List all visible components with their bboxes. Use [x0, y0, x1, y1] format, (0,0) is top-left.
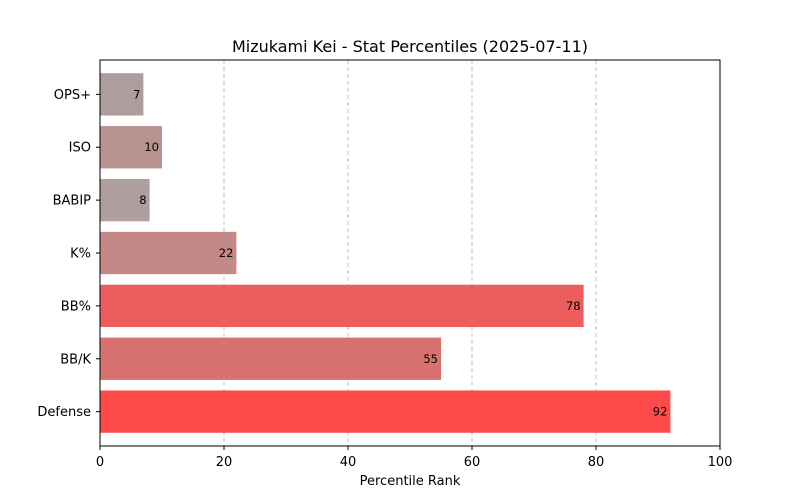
y-tick-label: OPS+	[54, 88, 91, 103]
bar-Defense	[100, 390, 671, 433]
bar-OPS+	[100, 73, 144, 116]
x-tick-label: 100	[708, 455, 733, 470]
x-tick-label: 40	[340, 455, 357, 470]
data-label-BABIP: 8	[139, 193, 146, 207]
data-label-BB%: 78	[566, 299, 581, 313]
chart-title: Mizukami Kei - Stat Percentiles (2025-07…	[232, 37, 588, 56]
data-label-ISO: 10	[144, 140, 159, 154]
plot-frame	[99, 59, 721, 447]
y-tick-label: BB%	[61, 299, 91, 314]
bar-BB/K	[100, 337, 441, 380]
y-tick-label: BB/K	[60, 352, 91, 367]
x-gridlines	[223, 60, 597, 446]
y-tick-label: ISO	[69, 141, 91, 156]
data-label-OPS+: 7	[133, 87, 140, 101]
x-tick-label: 80	[588, 455, 605, 470]
bar-ISO	[100, 126, 162, 169]
x-ticks: 0 20 40 60 80 100	[96, 446, 733, 470]
y-tick-label: K%	[70, 247, 91, 262]
data-label-K%: 22	[219, 246, 234, 260]
bar-BABIP	[100, 178, 150, 222]
bar-K%	[100, 231, 237, 275]
data-labels: 7 10 8 22 78 55 92	[133, 87, 667, 418]
y-tick-labels: OPS+ ISO BABIP K% BB% BB/K Defense	[37, 88, 100, 420]
y-tick-label: BABIP	[53, 194, 92, 209]
data-label-BB/K: 55	[423, 352, 438, 366]
x-axis-label: Percentile Rank	[360, 474, 461, 489]
x-tick-label: 20	[216, 455, 233, 470]
x-tick-label: 0	[96, 455, 104, 470]
bars	[100, 73, 671, 433]
bar-BB%	[100, 284, 584, 328]
x-tick-label: 60	[464, 455, 481, 470]
y-tick-label: Defense	[37, 405, 91, 420]
data-label-Defense: 92	[653, 405, 668, 419]
